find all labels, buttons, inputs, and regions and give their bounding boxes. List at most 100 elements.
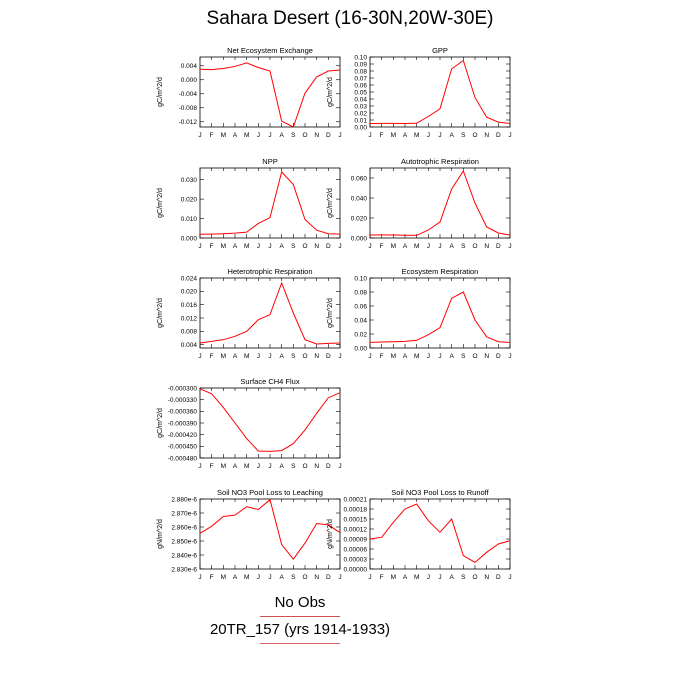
series-line [369, 59, 511, 125]
x-tick-label: O [472, 132, 477, 139]
y-tick-label: 0.00021 [344, 496, 368, 503]
y-tick-label: 0.08 [354, 68, 367, 75]
y-tick-label: 0.008 [181, 329, 198, 336]
plot-title: Net Ecosystem Exchange [227, 46, 313, 55]
x-tick-label: N [314, 243, 319, 250]
plot-title: Surface CH4 Flux [240, 377, 299, 386]
x-tick-label: N [484, 574, 489, 581]
x-tick-label: J [508, 243, 511, 250]
x-tick-label: J [257, 353, 260, 360]
series-line [199, 170, 341, 235]
y-tick-label: 0.060 [351, 175, 368, 182]
y-axis-label: gC/m^2/d [157, 188, 164, 218]
x-tick-label: M [244, 243, 249, 250]
x-tick-label: F [210, 574, 214, 581]
y-axis-label: gN/m^2/d [327, 519, 334, 549]
x-tick-label: D [496, 574, 501, 581]
plot-frame [369, 498, 511, 570]
x-tick-label: J [257, 132, 260, 139]
x-tick-label: J [198, 243, 201, 250]
series-line [199, 62, 341, 128]
y-tick-label: 0.012 [181, 315, 198, 322]
plot-title: GPP [432, 46, 448, 55]
x-tick-label: N [314, 353, 319, 360]
x-tick-label: J [368, 353, 371, 360]
y-tick-label: 0.07 [354, 75, 367, 82]
x-tick-label: M [391, 574, 396, 581]
x-tick-label: M [244, 132, 249, 139]
x-tick-label: F [380, 132, 384, 139]
x-tick-label: A [449, 353, 454, 360]
x-tick-label: N [314, 463, 319, 470]
x-tick-label: D [326, 353, 331, 360]
y-tick-label: 2.850e-6 [171, 538, 197, 545]
x-tick-label: J [338, 574, 341, 581]
plot-title: NPP [262, 157, 277, 166]
y-tick-label: 0.04 [354, 96, 367, 103]
x-tick-label: S [291, 463, 296, 470]
series-line [369, 503, 511, 563]
y-tick-label: 0.000 [181, 77, 198, 84]
y-tick-label: 0.004 [181, 63, 198, 70]
legend-obs-label: No Obs [274, 594, 326, 611]
x-tick-label: S [291, 574, 296, 581]
x-tick-label: O [302, 243, 307, 250]
x-tick-label: F [210, 463, 214, 470]
x-tick-label: A [403, 243, 408, 250]
series-line [199, 388, 341, 452]
y-tick-label: 0.000 [351, 235, 368, 242]
y-tick-label: -0.000480 [168, 455, 198, 462]
plot-frame [199, 498, 341, 570]
y-tick-label: 2.830e-6 [171, 566, 197, 573]
y-tick-label: 0.05 [354, 89, 367, 96]
x-tick-label: A [233, 353, 238, 360]
x-tick-label: J [338, 353, 341, 360]
y-tick-label: 0.01 [354, 117, 367, 124]
y-tick-label: 0.030 [181, 177, 198, 184]
x-tick-label: J [508, 132, 511, 139]
series-line [369, 169, 511, 236]
y-tick-label: 0.00015 [344, 516, 368, 523]
x-tick-label: J [198, 463, 201, 470]
plot-title: Soil NO3 Pool Loss to Leaching [217, 488, 323, 497]
x-tick-label: O [472, 243, 477, 250]
x-tick-label: O [302, 353, 307, 360]
series-line [199, 281, 341, 345]
series-line [369, 291, 511, 343]
x-tick-label: N [314, 132, 319, 139]
x-tick-label: M [221, 132, 226, 139]
y-tick-label: -0.000300 [168, 385, 198, 392]
y-tick-label: 0.000 [181, 235, 198, 242]
x-tick-label: J [427, 574, 430, 581]
x-tick-label: S [461, 243, 466, 250]
y-tick-label: -0.004 [179, 91, 198, 98]
x-tick-label: M [244, 574, 249, 581]
y-tick-label: 0.00 [354, 345, 367, 352]
y-tick-label: 0.06 [354, 82, 367, 89]
x-tick-label: F [380, 353, 384, 360]
y-tick-label: 0.10 [354, 275, 367, 282]
y-tick-label: 0.024 [181, 275, 198, 282]
x-tick-label: J [427, 132, 430, 139]
x-tick-label: F [210, 243, 214, 250]
plot-frame [199, 387, 341, 459]
y-tick-label: 0.06 [354, 303, 367, 310]
y-tick-label: 2.840e-6 [171, 552, 197, 559]
plot-title: Autotrophic Respiration [401, 157, 479, 166]
x-tick-label: J [257, 463, 260, 470]
x-tick-label: M [391, 132, 396, 139]
plot-frame [199, 277, 341, 349]
y-tick-label: 0.03 [354, 103, 367, 110]
plot-title: Soil NO3 Pool Loss to Runoff [391, 488, 489, 497]
x-tick-label: J [198, 353, 201, 360]
y-tick-label: -0.012 [179, 119, 198, 126]
y-axis-label: gN/m^2/d [157, 519, 164, 549]
y-tick-label: 0.10 [354, 54, 367, 61]
x-tick-label: F [380, 243, 384, 250]
x-tick-label: J [338, 243, 341, 250]
y-tick-label: -0.008 [179, 105, 198, 112]
legend-obs-line [260, 616, 340, 617]
x-tick-label: M [221, 463, 226, 470]
y-tick-label: -0.000390 [168, 420, 198, 427]
x-tick-label: S [291, 132, 296, 139]
